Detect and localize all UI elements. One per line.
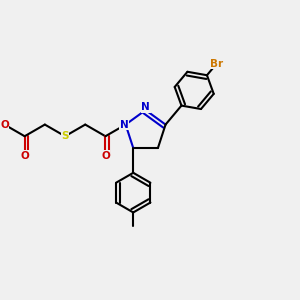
Text: O: O [101, 151, 110, 161]
Text: N: N [119, 120, 128, 130]
Text: Br: Br [210, 58, 223, 69]
Text: O: O [0, 120, 9, 130]
Text: S: S [61, 131, 69, 141]
Text: O: O [20, 151, 29, 161]
Text: N: N [141, 102, 150, 112]
